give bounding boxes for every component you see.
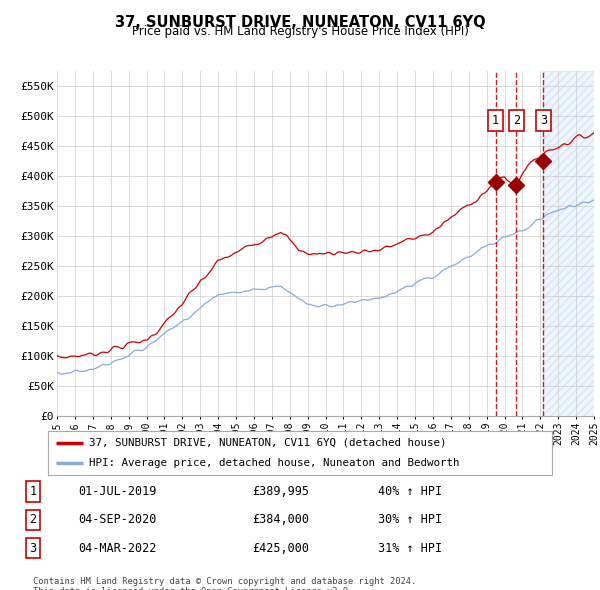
Text: £384,000: £384,000 [252,513,309,526]
Text: 1: 1 [492,114,499,127]
Bar [544,71,594,416]
Text: 04-MAR-2022: 04-MAR-2022 [78,542,157,555]
Text: 04-SEP-2020: 04-SEP-2020 [78,513,157,526]
Text: 2: 2 [513,114,520,127]
Text: 01-JUL-2019: 01-JUL-2019 [78,485,157,498]
Text: 37, SUNBURST DRIVE, NUNEATON, CV11 6YQ: 37, SUNBURST DRIVE, NUNEATON, CV11 6YQ [115,15,485,30]
Text: 31% ↑ HPI: 31% ↑ HPI [378,542,442,555]
Text: Price paid vs. HM Land Registry's House Price Index (HPI): Price paid vs. HM Land Registry's House … [131,25,469,38]
Text: HPI: Average price, detached house, Nuneaton and Bedworth: HPI: Average price, detached house, Nune… [89,458,460,468]
Text: 3: 3 [540,114,547,127]
Text: 3: 3 [29,542,37,555]
Text: 40% ↑ HPI: 40% ↑ HPI [378,485,442,498]
Text: £425,000: £425,000 [252,542,309,555]
Text: £389,995: £389,995 [252,485,309,498]
Bar [544,71,594,416]
Text: 2: 2 [29,513,37,526]
Text: 1: 1 [29,485,37,498]
Text: Contains HM Land Registry data © Crown copyright and database right 2024.
This d: Contains HM Land Registry data © Crown c… [33,577,416,590]
Text: 37, SUNBURST DRIVE, NUNEATON, CV11 6YQ (detached house): 37, SUNBURST DRIVE, NUNEATON, CV11 6YQ (… [89,438,447,448]
Text: 30% ↑ HPI: 30% ↑ HPI [378,513,442,526]
